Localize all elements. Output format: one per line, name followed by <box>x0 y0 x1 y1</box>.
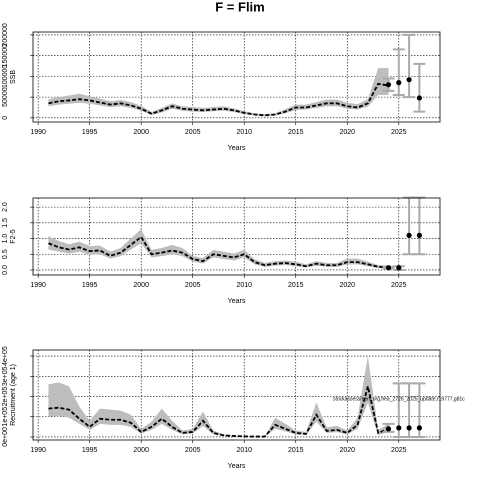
y-tick-label: 1e+05 <box>2 407 9 427</box>
confidence-band <box>48 356 389 437</box>
y-tick-label: 4e+05 <box>2 346 9 366</box>
error-bar <box>413 62 426 113</box>
y-axis-label: F2-5 <box>10 229 17 244</box>
y-tick-label: 100000 <box>2 65 9 88</box>
projection-point <box>385 265 392 271</box>
projection-point <box>406 232 412 238</box>
x-tick-label: 2010 <box>236 129 252 136</box>
y-tick-label: 50000 <box>2 87 9 107</box>
x-tick-label: 2015 <box>288 447 304 454</box>
x-tick-label: 1995 <box>82 447 98 454</box>
projection-point <box>385 426 392 432</box>
y-tick-label: 0e+00 <box>2 427 9 447</box>
x-tick-label: 1990 <box>30 129 46 136</box>
x-tick-label: 1995 <box>82 129 98 136</box>
plot-frame <box>32 197 441 276</box>
x-tick-label: 2020 <box>339 129 355 136</box>
projection-point <box>406 425 412 431</box>
projection-point <box>416 425 422 431</box>
x-tick-label: 2015 <box>288 282 304 289</box>
x-tick-label: 2005 <box>185 129 201 136</box>
y-axis-label: Recruitment (age 1) <box>10 364 17 426</box>
error-bar <box>413 196 426 256</box>
x-tick-label: 2000 <box>133 447 149 454</box>
annotation: stockassessment.org,hea_2726_2025_update… <box>333 396 465 402</box>
y-tick-label: 150000 <box>2 44 9 67</box>
projection-point <box>396 79 402 86</box>
confidence-band <box>48 229 389 269</box>
chart-title: F = Flim <box>215 0 264 14</box>
x-tick-label: 2000 <box>133 129 149 136</box>
y-tick-label: 1.0 <box>2 234 9 244</box>
x-axis-label: Years <box>228 145 246 152</box>
x-tick-label: 1990 <box>30 447 46 454</box>
y-tick-label: 200000 <box>2 23 9 46</box>
error-bar <box>403 196 416 256</box>
x-tick-label: 2005 <box>185 282 201 289</box>
x-tick-label: 2010 <box>236 447 252 454</box>
plot-frame <box>32 349 441 441</box>
plot-frame <box>32 31 441 123</box>
y-tick-label: 0.0 <box>2 265 9 275</box>
x-tick-label: 2025 <box>391 447 407 454</box>
confidence-band <box>48 68 389 117</box>
x-tick-label: 2025 <box>391 129 407 136</box>
x-tick-label: 2020 <box>339 447 355 454</box>
x-tick-label: 2005 <box>185 447 201 454</box>
projection-point <box>385 82 392 88</box>
median-line <box>48 235 389 269</box>
y-tick-label: 1.5 <box>2 218 9 228</box>
error-bar <box>403 33 416 99</box>
y-tick-label: 2.0 <box>2 202 9 212</box>
y-tick-label: 2e+05 <box>2 387 9 407</box>
x-axis-label: Years <box>228 463 246 470</box>
projection-point <box>396 265 402 271</box>
x-tick-label: 2010 <box>236 282 252 289</box>
median-line <box>48 82 389 117</box>
x-tick-label: 2015 <box>288 129 304 136</box>
projection-point <box>406 77 412 83</box>
projection-point <box>416 95 422 101</box>
median-line <box>48 386 389 438</box>
x-tick-label: 2025 <box>391 282 407 289</box>
error-bar <box>392 48 405 97</box>
y-axis-label: SSB <box>10 70 17 84</box>
y-tick-label: 0 <box>2 116 9 120</box>
x-tick-label: 2020 <box>339 282 355 289</box>
projection-point <box>416 232 422 238</box>
x-tick-label: 2000 <box>133 282 149 289</box>
x-tick-label: 1990 <box>30 282 46 289</box>
y-tick-label: 3e+05 <box>2 366 9 386</box>
projection-point <box>396 425 402 431</box>
y-tick-label: 0.5 <box>2 249 9 259</box>
x-tick-label: 1995 <box>82 282 98 289</box>
x-axis-label: Years <box>228 298 246 305</box>
